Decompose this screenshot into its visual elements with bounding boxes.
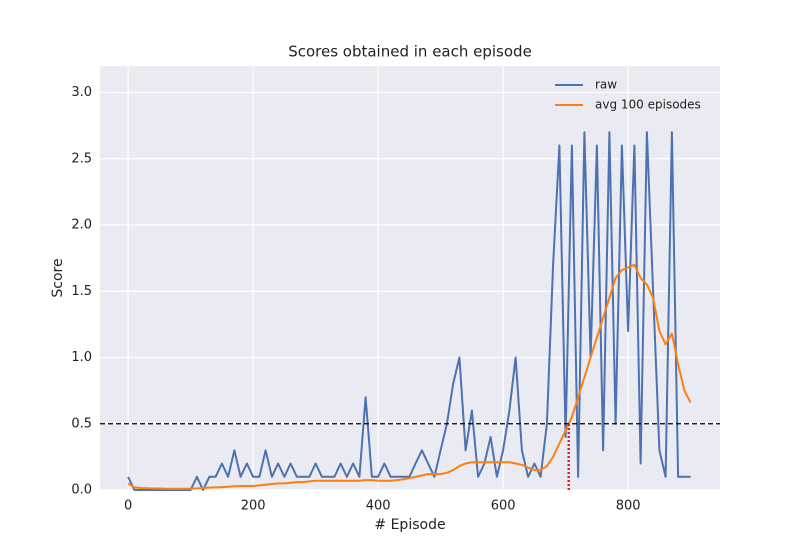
y-tick-label: 2.0 [71, 218, 92, 233]
series-line [127, 263, 692, 490]
y-tick-label: 1.5 [71, 284, 92, 299]
series-line [127, 131, 691, 491]
x-tick-label: 0 [124, 499, 132, 514]
y-tick-label: 1.0 [71, 350, 92, 365]
y-tick-label: 3.0 [71, 85, 92, 100]
y-tick-label: 2.5 [71, 151, 92, 166]
y-tick-label: 0.0 [71, 483, 92, 498]
x-tick-label: 200 [241, 499, 266, 514]
x-tick-label: 600 [491, 499, 516, 514]
y-axis-label: Score [50, 258, 66, 297]
y-tick-label: 0.5 [71, 416, 92, 431]
legend-label: avg 100 episodes [595, 98, 701, 112]
x-axis-label: # Episode [374, 517, 445, 533]
legend-label: raw [595, 78, 617, 92]
chart-title: Scores obtained in each episode [288, 43, 532, 61]
x-tick-label: 800 [616, 499, 641, 514]
x-tick-label: 400 [366, 499, 391, 514]
